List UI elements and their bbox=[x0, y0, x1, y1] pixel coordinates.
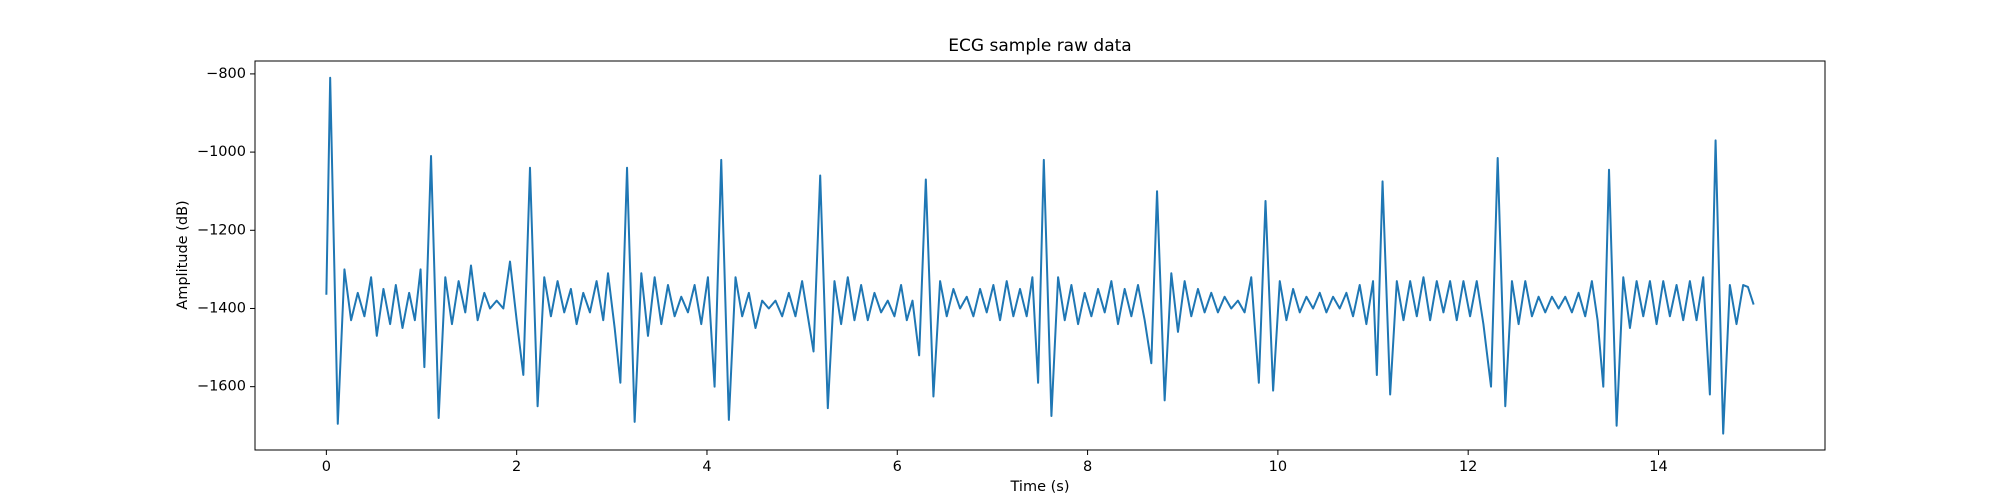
x-tick-label: 14 bbox=[1649, 459, 1667, 475]
y-tick-label: −1600 bbox=[197, 379, 246, 395]
data-line bbox=[325, 76, 1755, 435]
x-tick-label: 2 bbox=[512, 459, 521, 475]
x-tick-label: 6 bbox=[893, 459, 902, 475]
y-tick-label: −1200 bbox=[197, 222, 246, 238]
y-axis-label: Amplitude (dB) bbox=[175, 200, 191, 309]
x-tick-label: 0 bbox=[322, 459, 331, 475]
plot-frame bbox=[254, 60, 1826, 451]
y-tick-label: −1400 bbox=[197, 300, 246, 316]
chart-title: ECG sample raw data bbox=[948, 36, 1131, 56]
x-tick-label: 10 bbox=[1269, 459, 1287, 475]
y-tick-label: −1000 bbox=[197, 144, 246, 160]
y-tick-label: −800 bbox=[206, 66, 246, 82]
x-tick-label: 4 bbox=[702, 459, 711, 475]
x-tick-label: 12 bbox=[1459, 459, 1477, 475]
x-tick-label: 8 bbox=[1083, 459, 1092, 475]
x-axis-label: Time (s) bbox=[1010, 479, 1070, 495]
